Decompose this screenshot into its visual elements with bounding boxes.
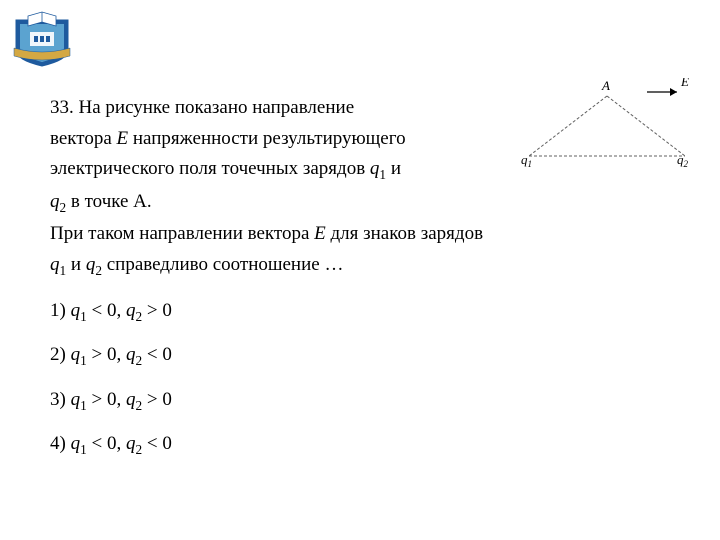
options-list: 1) q1 < 0, q2 > 0 2) q1 > 0, q2 < 0 3) q…: [50, 298, 670, 460]
logo: [8, 8, 76, 68]
q-text-6c: справедливо соотношение …: [102, 254, 343, 275]
option-3: 3) q1 > 0, q2 > 0: [50, 387, 670, 415]
q-text-1: 33. На рисунке показано направление: [50, 97, 354, 118]
opt3-a: 3): [50, 389, 71, 410]
opt1-q1: q: [71, 300, 81, 321]
q-text-5b: для знаков зарядов: [326, 223, 483, 244]
q-text-6b: и: [66, 254, 86, 275]
q2-symbol: q: [50, 191, 60, 212]
svg-text:q2: q2: [677, 152, 689, 168]
q-text-3a: электрического поля точечных зарядов: [50, 158, 370, 179]
opt3-b: > 0,: [87, 389, 126, 410]
opt1-q1s: 1: [80, 309, 87, 324]
opt2-a: 2): [50, 344, 71, 365]
option-1: 1) q1 < 0, q2 > 0: [50, 298, 670, 326]
q-text-2a: вектора: [50, 128, 117, 149]
svg-text:A: A: [601, 78, 610, 93]
question-line-3: электрического поля точечных зарядов q1 …: [50, 156, 470, 184]
opt4-q1s: 1: [80, 442, 87, 457]
opt1-c: > 0: [142, 300, 172, 321]
q2-sub-2: 2: [95, 262, 102, 277]
option-2: 2) q1 > 0, q2 < 0: [50, 342, 670, 370]
E-symbol-2: E: [314, 223, 326, 244]
question-line-2: вектора E напряженности результирующего: [50, 126, 470, 153]
E-symbol: E: [117, 128, 129, 149]
triangle-diagram: A E q1 q2: [517, 78, 692, 168]
question-line-1: 33. На рисунке показано направление: [50, 95, 470, 122]
opt2-q1s: 1: [80, 353, 87, 368]
opt4-b: < 0,: [87, 433, 126, 454]
q1-symbol: q: [370, 158, 380, 179]
opt2-q1: q: [71, 344, 81, 365]
question-line-4: q2 в точке А.: [50, 189, 470, 217]
q2-symbol-2: q: [86, 254, 96, 275]
opt3-c: > 0: [142, 389, 172, 410]
q1-symbol-2: q: [50, 254, 60, 275]
opt2-b: > 0,: [87, 344, 126, 365]
opt4-q1: q: [71, 433, 81, 454]
q-text-4b: в точке А.: [66, 191, 152, 212]
question-line-5: При таком направлении вектора E для знак…: [50, 221, 670, 248]
opt2-c: < 0: [142, 344, 172, 365]
question-line-6: q1 и q2 справедливо соотношение …: [50, 252, 670, 280]
q-text-3b: и: [386, 158, 401, 179]
option-4: 4) q1 < 0, q2 < 0: [50, 431, 670, 459]
opt3-q1s: 1: [80, 398, 87, 413]
svg-text:E: E: [680, 78, 689, 89]
q-text-2b: напряженности результирующего: [128, 128, 405, 149]
opt3-q1: q: [71, 389, 81, 410]
opt1-b: < 0,: [87, 300, 126, 321]
q-text-5a: При таком направлении вектора: [50, 223, 314, 244]
opt4-a: 4): [50, 433, 71, 454]
opt1-a: 1): [50, 300, 71, 321]
opt4-c: < 0: [142, 433, 172, 454]
